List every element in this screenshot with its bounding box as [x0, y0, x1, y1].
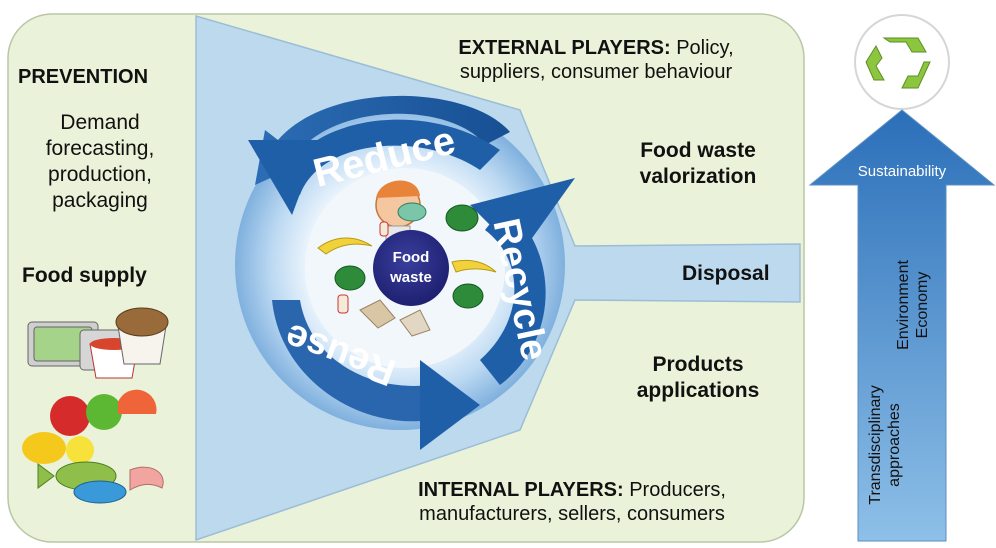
prevention-item: forecasting, [45, 137, 155, 160]
recycle-arrowhead [470, 178, 575, 255]
prevention-item: production, [48, 163, 152, 186]
internal-players-label: INTERNAL PLAYERS: [418, 479, 624, 501]
prevention-items: Demand forecasting, production, packagin… [14, 110, 186, 214]
products-label: Products applications [598, 352, 798, 404]
valorization-line: valorization [639, 165, 757, 188]
prevention-item: packaging [52, 189, 148, 212]
external-players-rest-1: Policy, [670, 37, 734, 59]
center-label-2: waste [389, 269, 432, 286]
food-scraps [359, 299, 431, 337]
prevention-heading: PREVENTION [18, 66, 149, 88]
reduce-arrowhead [248, 140, 320, 215]
internal-players-rest-1: Producers, [623, 479, 726, 501]
fish-icon [37, 461, 164, 504]
sustainability-column-1a: Environment [895, 260, 912, 350]
external-players-text: EXTERNAL PLAYERS: Policy, suppliers, con… [396, 36, 796, 84]
leaf-icon [334, 204, 484, 309]
internal-players-rest-2: manufacturers, sellers, consumers [419, 503, 725, 525]
sustainability-column-1b: Economy [914, 272, 931, 339]
sustainability-arrow [808, 109, 996, 542]
sustainability-label: Sustainability [858, 163, 947, 180]
banana-icon [317, 237, 497, 273]
reduce-arrow-body [282, 119, 500, 195]
products-line: Products [652, 353, 744, 376]
valorization-label: Food waste valorization [608, 138, 788, 190]
sustainability-column-2a: Transdisciplinary [867, 385, 884, 504]
products-line: applications [636, 379, 760, 402]
external-players-label: EXTERNAL PLAYERS: [458, 37, 671, 59]
reduce-arrow [255, 95, 510, 185]
food-supply-label: Food supply [22, 264, 147, 287]
recycle-icon [854, 14, 950, 110]
center-label-1: Food [393, 249, 430, 266]
recycle-arrow-body [480, 205, 546, 385]
sustainability-column-2b: approaches [886, 403, 903, 487]
center-circle [373, 230, 449, 306]
reuse-arrow-body [272, 300, 430, 422]
external-players-rest-2: suppliers, consumer behaviour [459, 61, 733, 83]
fruit-icon [22, 389, 157, 464]
disposal-label: Disposal [682, 262, 770, 285]
food-containers-icon [27, 307, 169, 379]
internal-players-text: INTERNAL PLAYERS: Producers, manufacture… [362, 478, 782, 526]
valorization-line: Food waste [640, 139, 756, 162]
apple-core-icon [337, 221, 389, 314]
reuse-arrowhead [420, 360, 480, 450]
prevention-item: Demand [60, 111, 140, 134]
